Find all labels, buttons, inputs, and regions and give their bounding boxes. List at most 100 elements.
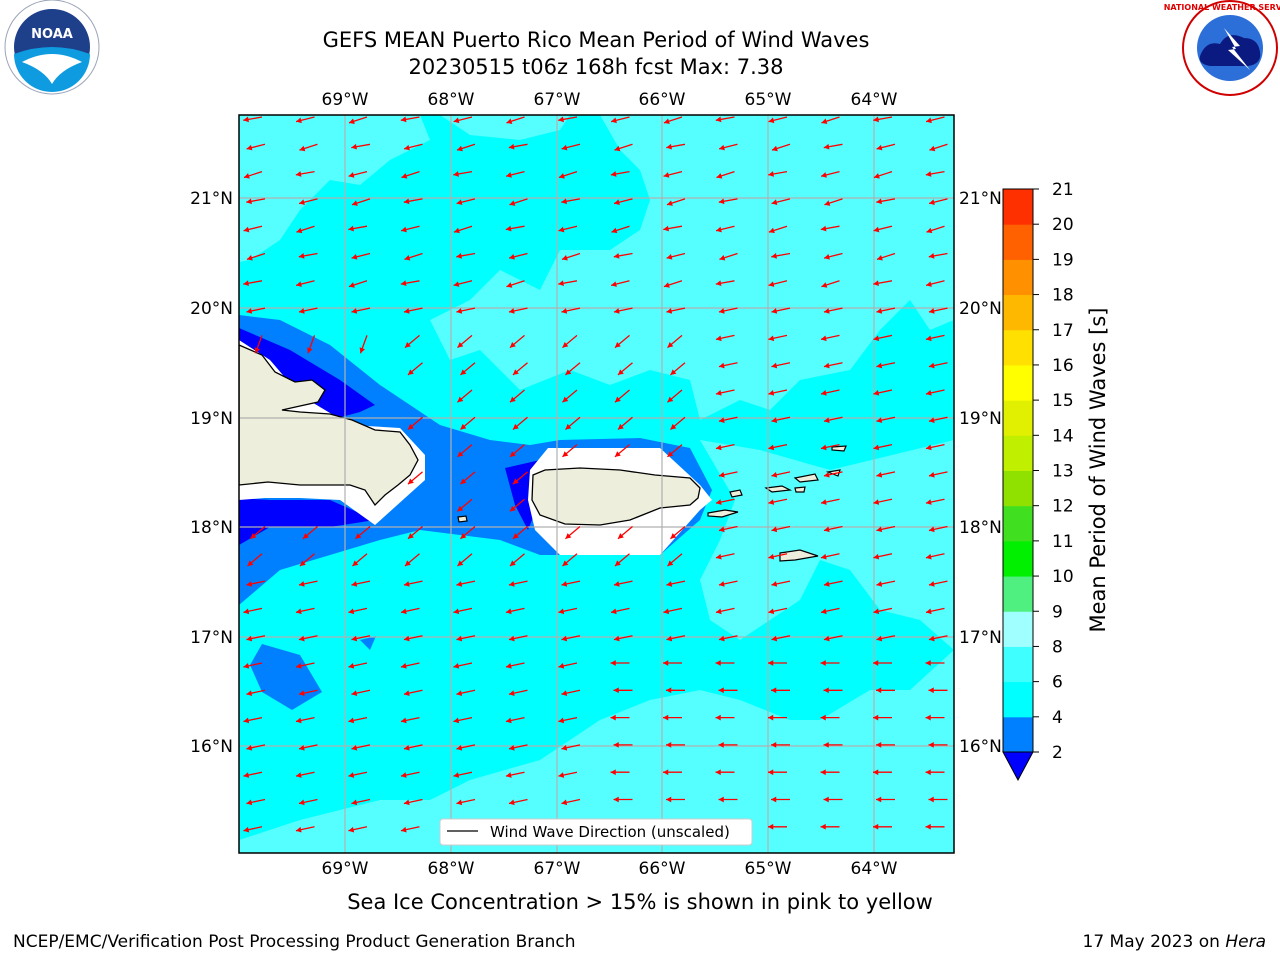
- wind-arrow-head: [561, 198, 567, 205]
- top-lon-labels: 69°W 68°W 67°W 66°W 65°W 64°W: [322, 90, 898, 110]
- wind-arrow-head: [407, 478, 414, 485]
- sea-ice-note: Sea Ice Concentration > 15% is shown in …: [347, 890, 933, 914]
- wind-arrow-head: [351, 744, 358, 751]
- wind-arrow-head: [771, 526, 778, 533]
- wind-arrow-head: [295, 608, 302, 615]
- wind-arrow-head: [768, 769, 774, 776]
- lon-label: 67°W: [534, 859, 581, 879]
- wind-arrow-head: [928, 635, 935, 642]
- wind-arrow-head: [876, 198, 882, 205]
- wind-arrow-head: [873, 714, 879, 721]
- wind-arrow-head: [823, 687, 829, 694]
- wind-arrow-head: [617, 369, 624, 375]
- wind-arrow-head: [876, 581, 883, 587]
- wind-arrow-head: [718, 417, 725, 423]
- wind-arrow-head: [613, 253, 620, 259]
- wind-arrow-head: [298, 253, 305, 259]
- wind-arrow-head: [404, 560, 411, 567]
- chart-title: GEFS MEAN Puerto Rico Mean Period of Win…: [322, 28, 870, 52]
- wind-arrow-head: [348, 282, 355, 288]
- wind-arrow-head: [508, 690, 515, 696]
- wind-arrow-head: [613, 581, 620, 587]
- wind-arrow-head: [820, 714, 826, 721]
- wind-arrow-head: [348, 717, 355, 724]
- wind-arrow-head: [876, 742, 882, 748]
- wind-arrow-head: [453, 608, 460, 615]
- wind-arrow-head: [925, 660, 931, 666]
- left-lat-labels: 21°N 20°N 19°N 18°N 17°N 16°N: [190, 189, 233, 757]
- gridlines: [239, 115, 954, 853]
- colorbar-segment: [1003, 224, 1033, 260]
- wind-arrow-head: [351, 254, 358, 260]
- wind-arrow-head: [298, 308, 305, 314]
- chart-subtitle: 20230515 t06z 168h fcst Max: 7.38: [408, 55, 784, 79]
- colorbar-under-triangle: [1002, 751, 1034, 782]
- wind-arrow-head: [246, 744, 253, 751]
- colorbar-segment: [1003, 435, 1033, 471]
- wind-arrow-head: [348, 225, 354, 232]
- wind-arrow-head: [509, 505, 516, 512]
- wind-arrow-head: [561, 799, 568, 806]
- lon-label: 65°W: [745, 859, 792, 879]
- wind-arrow-head: [719, 144, 725, 151]
- lat-label: 19°N: [190, 409, 233, 429]
- wind-arrow-head: [506, 282, 513, 288]
- wind-arrow-head: [614, 451, 621, 457]
- wind-arrow-head: [352, 560, 359, 567]
- wind-arrow-head: [768, 390, 775, 396]
- wind-arrow-head: [457, 560, 464, 567]
- wind-arrow-head: [925, 390, 932, 396]
- wind-arrow-head: [296, 281, 302, 287]
- wind-arrow-head: [667, 342, 674, 348]
- wind-arrow-head: [558, 717, 565, 724]
- wind-arrow-head: [928, 362, 935, 369]
- wind-arrow-head: [453, 281, 460, 287]
- wind-arrow-head: [663, 660, 669, 666]
- wind-arrow-head: [512, 423, 519, 430]
- wind-arrow-head: [565, 533, 572, 539]
- wind-arrow-head: [876, 308, 883, 314]
- colorbar-segment: [1003, 259, 1033, 296]
- wind-arrow-head: [820, 553, 827, 560]
- wind-arrow-head: [403, 308, 410, 314]
- wind-arrow-head: [562, 396, 569, 403]
- wind-arrow-head: [876, 255, 883, 261]
- wind-arrow-head: [718, 635, 725, 642]
- colorbar-segment: [1003, 646, 1033, 683]
- wind-arrow-head: [460, 423, 467, 430]
- wind-arrow-head: [873, 444, 880, 451]
- wind-arrow-head: [508, 308, 515, 314]
- lat-label: 20°N: [190, 299, 233, 319]
- wind-arrow-head: [929, 199, 935, 206]
- wind-arrow-head: [666, 581, 673, 587]
- wind-arrow-head: [246, 690, 253, 696]
- colorbar-tick-label: 11: [1052, 532, 1074, 552]
- colorbar-segment: [1003, 681, 1033, 718]
- wind-arrow-head: [666, 143, 672, 150]
- wind-arrow-head: [505, 772, 512, 778]
- lon-label: 67°W: [534, 90, 581, 110]
- wind-arrow-head: [561, 144, 568, 151]
- wind-arrow-head: [876, 417, 883, 423]
- wind-arrow-head: [928, 253, 935, 259]
- colorbar-segment: [1003, 540, 1033, 577]
- wind-arrow-head: [925, 553, 932, 560]
- wind-arrow-head: [823, 796, 829, 803]
- wind-arrow-head: [771, 199, 778, 206]
- colorbar-tick-label: 9: [1052, 602, 1063, 622]
- wind-arrow-head: [876, 796, 882, 803]
- wind-arrow-head: [351, 635, 358, 642]
- wind-arrow-head: [400, 280, 407, 287]
- wind-arrow-head: [403, 198, 410, 205]
- wind-arrow-head: [663, 118, 670, 124]
- wind-arrow-head: [561, 581, 568, 587]
- wind-arrow-head: [771, 417, 778, 423]
- wind-arrow-head: [928, 687, 934, 694]
- wind-arrow-head: [824, 200, 831, 206]
- wind-arrow-head: [873, 499, 880, 505]
- wind-arrow-head: [453, 171, 459, 177]
- wind-arrow-head: [508, 581, 515, 587]
- colorbar-tick-label: 6: [1052, 673, 1063, 693]
- wind-arrow-head: [610, 769, 616, 776]
- wind-arrow-head: [243, 116, 249, 123]
